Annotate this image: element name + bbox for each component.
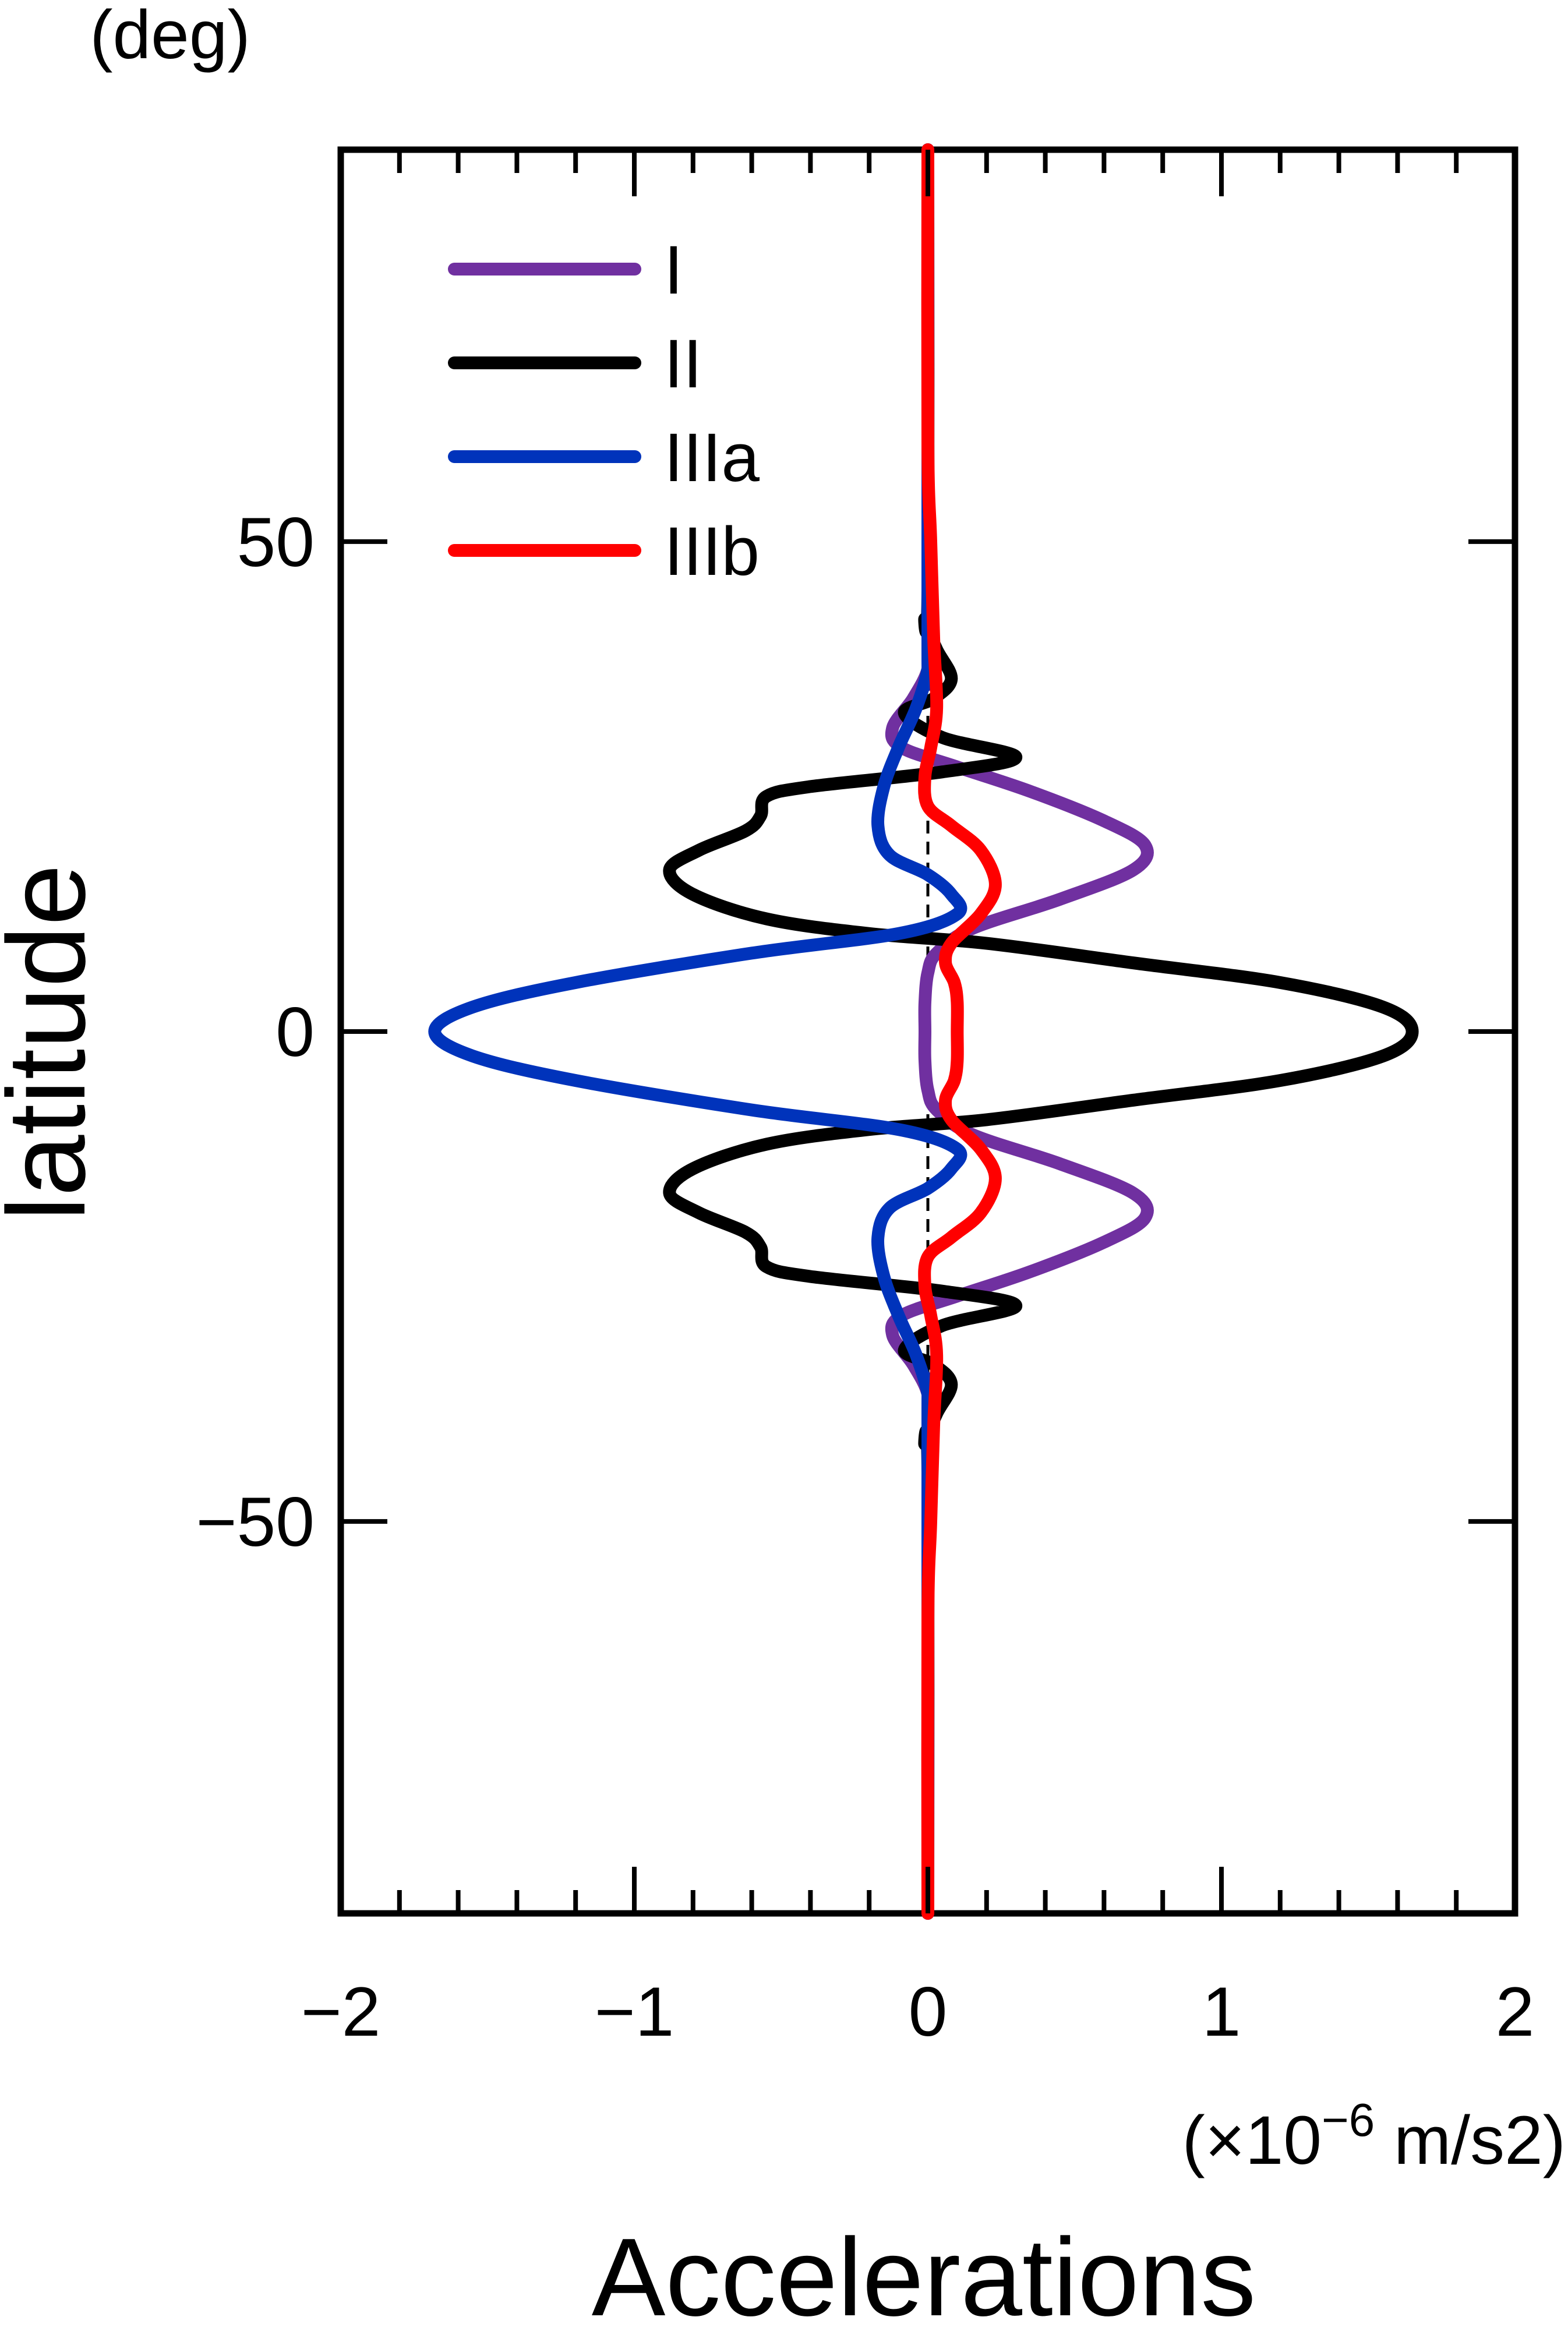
x-tick-label: 2 xyxy=(1496,1973,1535,2051)
series-line-ii xyxy=(663,143,1419,1920)
legend-label-i: I xyxy=(664,232,683,309)
series-line-iiib xyxy=(918,143,1002,1920)
series-line-i xyxy=(885,143,1154,1920)
y-axis-label: latitude xyxy=(0,864,108,1221)
series-lines xyxy=(428,143,1419,1920)
x-tick-label: 1 xyxy=(1202,1973,1241,2051)
legend-label-iiib: IIIb xyxy=(664,513,760,590)
axis-ticks xyxy=(338,150,1517,1913)
y-tick-label: 50 xyxy=(237,503,315,581)
x-tick-label: −2 xyxy=(301,1973,381,2051)
x-tick-label: −1 xyxy=(595,1973,674,2051)
x-axis-label: Accelerations xyxy=(592,2216,1256,2331)
x-axis-unit: (×10−6 m/s2) xyxy=(1182,2094,1566,2179)
x-tick-label: 0 xyxy=(909,1973,948,2051)
series-line-iiia xyxy=(428,143,967,1920)
tick-labels: −2 −1 0 1 2 −50 0 50 xyxy=(196,503,1534,2051)
legend-label-ii: II xyxy=(664,326,702,402)
legend-label-iiia: IIIa xyxy=(664,419,760,496)
x-unit-tail: m/s2) xyxy=(1375,2102,1566,2179)
y-axis-unit: (deg) xyxy=(90,0,250,73)
x-unit-base: (×10 xyxy=(1182,2102,1322,2179)
x-unit-exponent: −6 xyxy=(1322,2094,1375,2146)
y-tick-label: −50 xyxy=(196,1483,315,1561)
y-tick-label: 0 xyxy=(276,993,315,1071)
